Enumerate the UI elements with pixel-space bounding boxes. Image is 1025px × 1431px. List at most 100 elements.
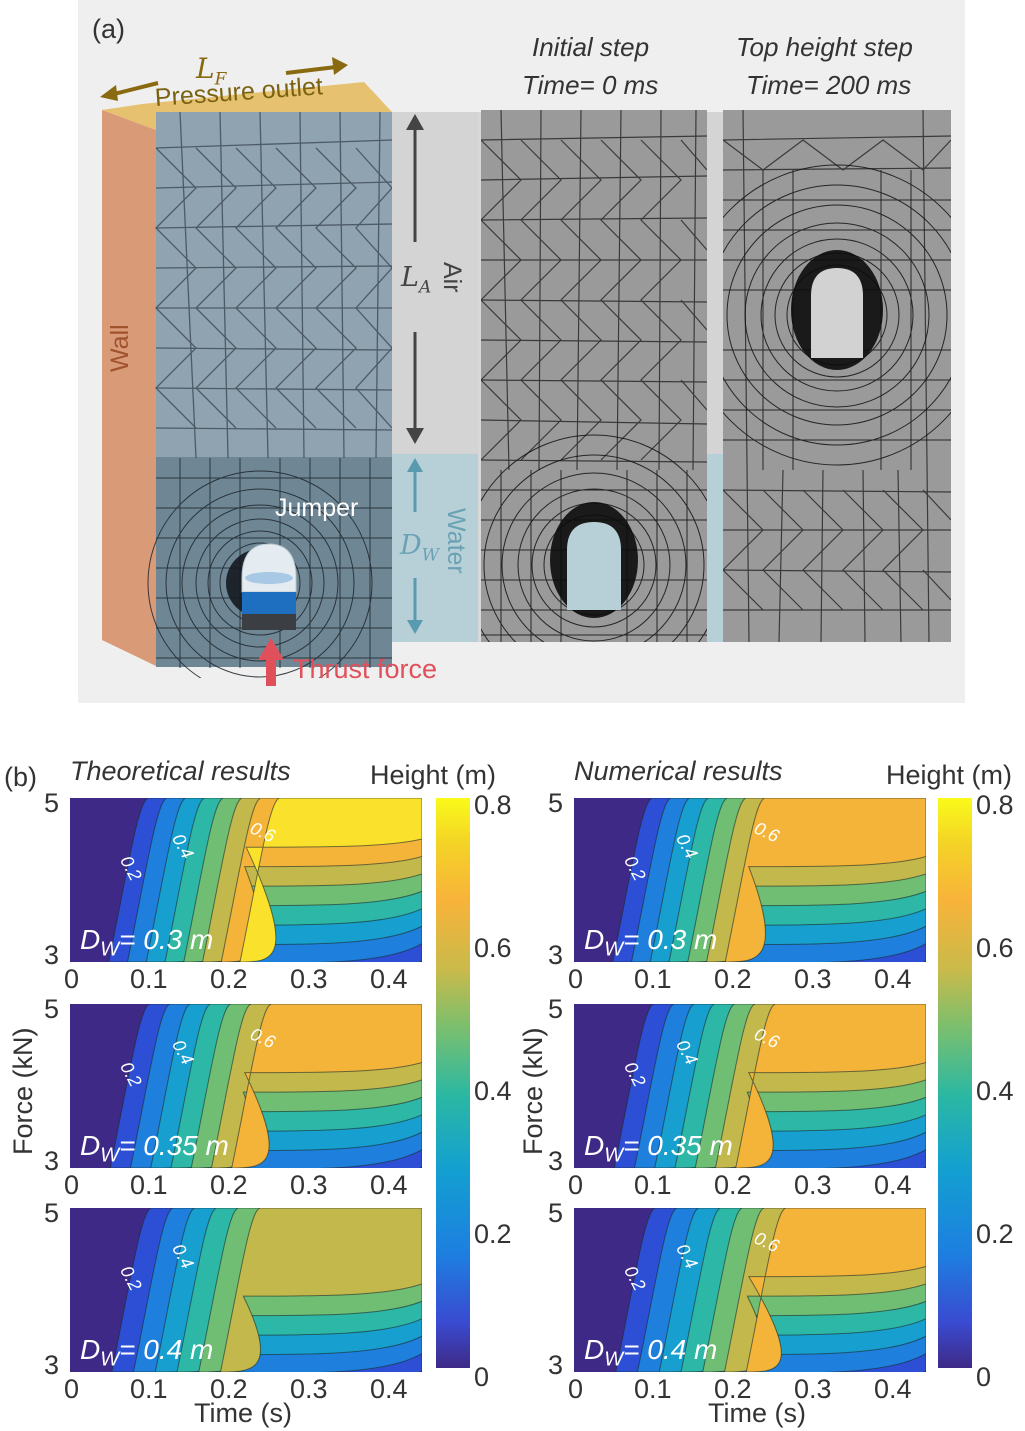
y-tick: 3 [548,1350,564,1380]
dw-subplot-label: DW= 0.4 m [584,1334,718,1371]
x-tick: 0.4 [874,1374,912,1404]
contour-plot: 0.2 0.4 0.6 DW= 0.35 m [70,1003,423,1185]
air-label: Air [438,262,466,293]
initial-step-time: Time= 0 ms [522,70,659,100]
y-tick: 5 [44,1198,60,1228]
x-tick: 0.3 [794,1170,832,1200]
dw-subplot-label: DW= 0.4 m [80,1334,214,1371]
x-tick: 0 [64,1170,80,1200]
panel-a-label: (a) [92,14,125,44]
colorbar-tick: 0.2 [474,1219,512,1249]
ylabel-right: Force (kN) [518,1027,548,1156]
colorbar-title-left: Height (m) [370,760,497,790]
contour-plot: 0.2 0.4 0.6 DW= 0.3 m [574,797,927,979]
air-column [392,112,478,454]
colorbar-tick: 0.8 [474,790,512,820]
x-tick: 0 [568,964,584,994]
colorbar-right [938,798,972,1368]
colorbar-tick: 0.2 [976,1219,1014,1249]
initial-step-mesh [481,110,707,642]
x-tick: 0.4 [370,964,408,994]
x-tick: 0 [568,1374,584,1404]
x-tick: 0.3 [794,964,832,994]
x-tick: 0.1 [634,1374,672,1404]
water-column [392,454,478,642]
jumper-cutout-initial [567,522,621,610]
colorbar-tick: 0.6 [976,933,1014,963]
lf-width-arrows [100,57,348,101]
y-tick: 5 [44,788,60,818]
dw-subplot-label: DW= 0.35 m [584,1130,733,1167]
colorbar-tick: 0.8 [976,790,1014,820]
colorbar-tick: 0.4 [976,1076,1014,1106]
x-tick: 0.2 [714,1170,752,1200]
x-tick: 0.3 [794,1374,832,1404]
panel-a-simulation-setup: (a) LF Pressure outlet [78,0,965,703]
top-step-mesh [723,110,951,642]
panel-b-label: (b) [4,762,37,792]
numerical-title: Numerical results [574,756,783,786]
colorbar-tick: 0 [976,1362,992,1392]
wall-label: Wall [106,324,134,372]
contour-plot: 0.2 0.4 0.6 DW= 0.35 m [574,1003,927,1185]
dw-subplot-label: DW= 0.35 m [80,1130,229,1167]
x-tick: 0 [64,1374,80,1404]
jumper-label: Jumper [275,494,359,522]
colorbar-tick: 0 [474,1362,490,1392]
x-tick: 0.4 [874,964,912,994]
y-tick: 5 [44,994,60,1024]
wall-face [102,110,156,666]
height-arrows [406,114,424,634]
water-label: Water [442,508,470,574]
x-tick: 0.2 [210,964,248,994]
x-tick: 0.1 [130,964,168,994]
x-tick: 0.3 [290,1374,328,1404]
y-tick: 3 [44,940,60,970]
dw-subplot-label: DW= 0.3 m [80,924,214,961]
initial-step-title: Initial step [532,32,650,62]
thrust-arrow-icon [258,638,284,686]
x-tick: 0.1 [634,964,672,994]
la-label: LA [401,262,432,298]
y-tick: 3 [44,1350,60,1380]
thrust-force-label: Thrust force [293,654,438,684]
x-tick: 0 [568,1170,584,1200]
ylabel-left: Force (kN) [8,1027,38,1156]
colorbar-title-right: Height (m) [886,760,1013,790]
theoretical-title: Theoretical results [70,756,291,786]
dw-subplot-label: DW= 0.3 m [584,924,718,961]
x-tick: 0 [64,964,80,994]
x-tick: 0.4 [370,1170,408,1200]
y-tick: 3 [44,1146,60,1176]
colorbar-tick: 0.6 [474,933,512,963]
x-tick: 0.3 [290,964,328,994]
top-step-title: Top height step [736,32,913,62]
colorbar-left [436,798,470,1368]
x-tick: 0.1 [130,1374,168,1404]
y-tick: 5 [548,788,564,818]
x-tick: 0.3 [290,1170,328,1200]
y-tick: 5 [548,994,564,1024]
colorbar-tick: 0.4 [474,1076,512,1106]
top-step-time: Time= 200 ms [746,70,912,100]
jumper-cutout-top [811,268,863,358]
contour-plot: 0.2 0.4 DW= 0.4 m [70,1207,423,1389]
contour-plot: 0.2 0.4 0.6 DW= 0.3 m [70,797,423,979]
x-tick: 0.4 [874,1170,912,1200]
y-tick: 3 [548,1146,564,1176]
contour-plot: 0.2 0.4 0.6 DW= 0.4 m [574,1207,927,1389]
x-tick: 0.1 [634,1170,672,1200]
jumper-robot-icon [241,543,297,630]
lf-label: LF [196,52,227,90]
x-tick: 0.2 [210,1374,248,1404]
y-tick: 3 [548,940,564,970]
y-tick: 5 [548,1198,564,1228]
xlabel-right: Time (s) [708,1398,806,1428]
x-tick: 0.4 [370,1374,408,1404]
xlabel-left: Time (s) [194,1398,292,1428]
x-tick: 0.2 [714,964,752,994]
x-tick: 0.2 [714,1374,752,1404]
x-tick: 0.1 [130,1170,168,1200]
x-tick: 0.2 [210,1170,248,1200]
dw-label: DW [400,530,440,566]
